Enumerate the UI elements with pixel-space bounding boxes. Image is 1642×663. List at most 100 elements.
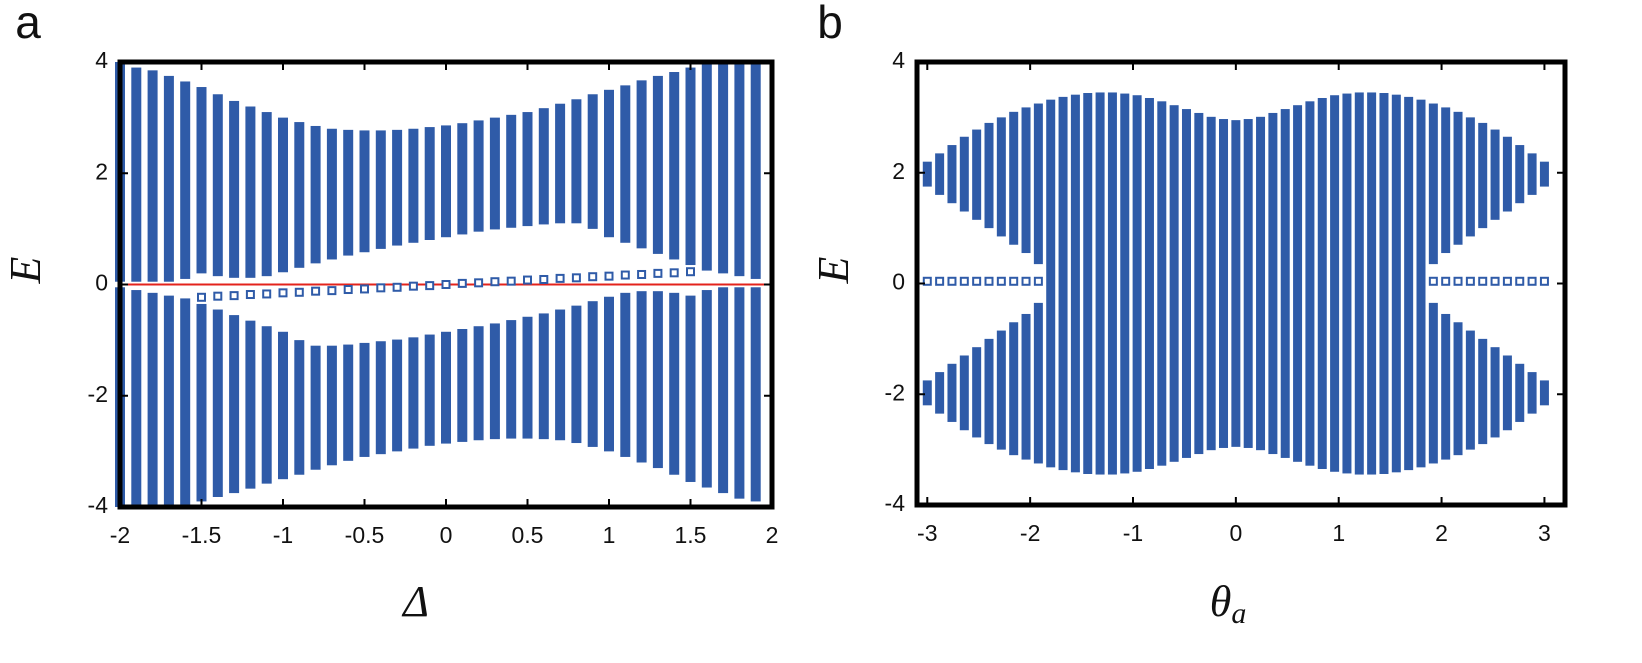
edge-state	[262, 289, 272, 299]
band-bar	[636, 291, 647, 463]
edge-state	[571, 273, 581, 283]
band-bar	[261, 326, 272, 484]
band-bar	[408, 128, 419, 243]
band-bar	[522, 112, 533, 227]
x-tick-label: 0	[1229, 520, 1242, 546]
band-bar	[326, 345, 337, 466]
band-bar	[1157, 283, 1167, 466]
band-bar	[343, 129, 354, 256]
y-tick-label: 4	[892, 47, 905, 73]
band-bar	[1120, 93, 1130, 284]
band-bar	[1478, 122, 1488, 229]
band-bar	[1416, 99, 1426, 284]
edge-state	[922, 276, 932, 286]
band-bar	[1490, 129, 1500, 220]
band-bar	[1293, 105, 1303, 284]
y-tick-label: -2	[885, 379, 905, 405]
band-bar	[1465, 330, 1475, 450]
edge-state	[1009, 276, 1019, 286]
band-bar	[1527, 372, 1537, 414]
edge-state	[278, 288, 288, 298]
band-bar	[1095, 283, 1105, 475]
band-bar	[669, 292, 680, 475]
x-tick-label: -0.5	[345, 522, 385, 548]
band-bar	[685, 295, 696, 482]
band-bar	[310, 345, 321, 470]
band-bar	[1169, 283, 1179, 462]
y-tick-label: 0	[95, 270, 108, 296]
band-bar	[1206, 283, 1216, 451]
y-tick-label: 2	[95, 158, 108, 184]
band-bar	[489, 117, 500, 230]
band-bar	[1527, 153, 1537, 195]
band-bar	[441, 331, 451, 444]
band-bar	[1120, 283, 1130, 474]
band-bar	[947, 145, 957, 204]
band-bar	[555, 309, 566, 441]
band-bar	[636, 80, 647, 249]
band-bar	[375, 341, 386, 455]
band-bar	[1317, 97, 1327, 284]
band-bar	[1256, 116, 1266, 284]
x-tick-label: 0.5	[512, 522, 544, 548]
x-tick-label: 0	[440, 522, 453, 548]
band-bar	[424, 127, 435, 240]
band-bar	[1416, 283, 1426, 468]
band-bar	[669, 72, 680, 260]
band-bar	[278, 117, 288, 273]
edge-state	[972, 276, 982, 286]
x-tick-label: 1.5	[675, 522, 707, 548]
band-bar	[1009, 322, 1019, 456]
band-bar	[180, 298, 191, 507]
x-tick-label: 3	[1538, 520, 1551, 546]
band-bar	[1305, 101, 1315, 284]
band-bar	[522, 316, 533, 439]
band-bar	[1367, 283, 1377, 475]
band-bar	[1293, 283, 1303, 462]
band-bar	[935, 153, 945, 195]
band-bar	[212, 94, 223, 277]
band-bar	[984, 122, 994, 229]
band-bar	[1441, 313, 1451, 460]
band-bar	[473, 120, 484, 232]
band-bar	[180, 81, 191, 279]
band-bar	[996, 117, 1006, 237]
edge-state	[441, 280, 451, 289]
band-bar	[701, 62, 712, 271]
edge-state	[1428, 276, 1438, 286]
edge-state	[376, 283, 386, 293]
band-bar	[1539, 380, 1549, 406]
band-bar	[587, 94, 598, 229]
band-bar	[441, 125, 451, 238]
band-bar	[457, 329, 468, 442]
band-bar	[310, 125, 321, 264]
band-bar	[1219, 283, 1229, 448]
band-bar	[750, 287, 761, 502]
edge-state	[294, 287, 304, 297]
edge-state	[311, 286, 321, 296]
edge-state	[392, 282, 402, 292]
band-bar	[147, 292, 158, 507]
edge-state	[637, 269, 647, 279]
band-bar	[1379, 93, 1389, 284]
x-tick-label: 1	[1332, 520, 1345, 546]
band-bar	[1169, 105, 1179, 284]
band-bar	[1046, 283, 1056, 468]
band-bar	[294, 340, 305, 475]
edge-state	[984, 276, 994, 286]
band-bar	[229, 100, 240, 278]
band-bar	[147, 70, 158, 282]
band-bar	[1058, 283, 1068, 471]
band-bar	[1206, 116, 1216, 284]
band-bar	[555, 103, 566, 224]
edge-state	[1033, 276, 1043, 286]
band-bar	[959, 136, 969, 212]
y-tick-label: 0	[892, 269, 905, 295]
band-bar	[947, 363, 957, 422]
panel-label: b	[817, 0, 843, 48]
x-tick-label: -1	[273, 522, 293, 548]
band-bar	[1070, 94, 1080, 284]
band-bar	[1033, 103, 1043, 265]
edge-state	[555, 273, 565, 283]
band-bar	[1219, 119, 1229, 284]
